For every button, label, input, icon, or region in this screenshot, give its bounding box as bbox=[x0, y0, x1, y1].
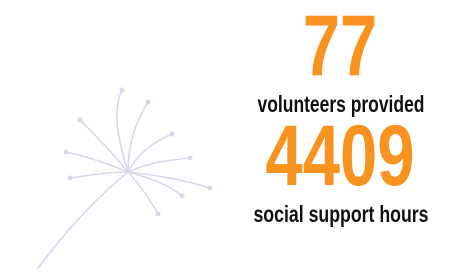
stat-number: 77 bbox=[303, 0, 378, 94]
stat-number: 4409 bbox=[265, 108, 414, 204]
infographic: 77 volunteers provided 4409 social suppo… bbox=[0, 0, 471, 276]
stat-label: social support hours bbox=[253, 202, 428, 228]
dandelion-illustration bbox=[38, 88, 213, 269]
